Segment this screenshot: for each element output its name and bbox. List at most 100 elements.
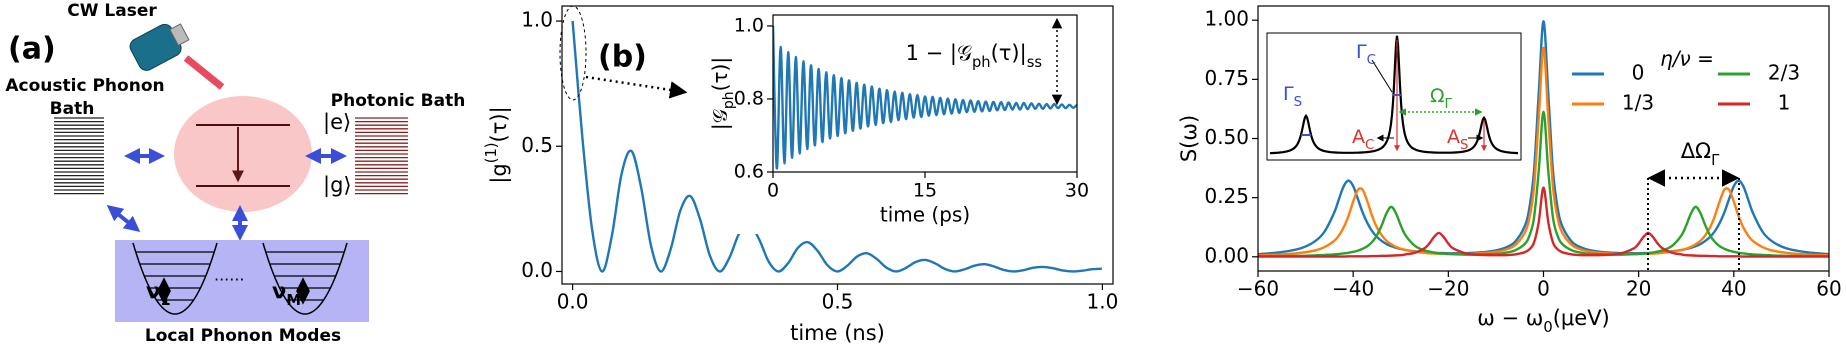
panel-label: (a) [8, 32, 56, 67]
x-axis-label: time (ps) [880, 203, 970, 227]
state-label: |e⟩ [323, 110, 351, 135]
subscript: 1 [160, 292, 170, 309]
well [132, 242, 218, 315]
x-tick-label: 0 [1537, 277, 1550, 301]
line [1258, 110, 1829, 258]
text-part: |𝒢 [708, 109, 732, 130]
bath-label: Photonic Bath [331, 91, 466, 111]
line [773, 25, 1077, 170]
y-tick-label: 0.6 [734, 161, 764, 183]
text-part: Γ [1356, 41, 1367, 63]
line [1258, 46, 1829, 257]
text-part: ΔΩ [1681, 139, 1711, 163]
mode-label: ν1 [146, 279, 171, 309]
plot-area [571, 20, 1102, 273]
y-tick-label: 0.25 [1204, 184, 1249, 208]
y-tick-label: 0.00 [1204, 243, 1249, 267]
state-label: |g⟩ [323, 173, 352, 198]
schematic-spectrum [1269, 35, 1518, 155]
y-axis-label: |𝒢ph(τ)| [708, 57, 738, 130]
panel-a: (a) CW Laser |e⟩ |g⟩ Photonic Bath Acous… [5, 1, 465, 344]
subscript: 0 [1543, 319, 1552, 336]
legend-title: η/ν = [1660, 47, 1714, 71]
photonic-bath [355, 117, 408, 195]
axes-frame [1257, 5, 1830, 272]
annotation: ΔΩΓ [1681, 139, 1720, 169]
x-tick-label: 0 [767, 180, 779, 202]
y-tick-label: 1.0 [734, 14, 764, 36]
text-part: (τ)| [708, 57, 732, 91]
text-part: ν [146, 279, 160, 303]
text-part: ω − ω [1477, 306, 1543, 330]
bath-label: Acoustic Phonon [5, 76, 164, 96]
axes-frame [772, 14, 1078, 173]
zoom-arrow [585, 75, 688, 99]
subscript: S [1294, 95, 1302, 110]
text-part: (τ)| [991, 41, 1027, 66]
x-tick-label: 40 [1721, 277, 1746, 301]
legend-label: 0 [1632, 61, 1645, 85]
text-part: ν [272, 279, 286, 303]
y-tick-label: 1.00 [1204, 7, 1249, 31]
plot-area [773, 25, 1077, 170]
laser-beam [183, 55, 225, 90]
phonon-wells [132, 242, 348, 315]
subscript: ss [1027, 54, 1042, 71]
coupling-arrow [106, 204, 141, 233]
x-tick-label: 30 [1065, 180, 1089, 202]
schematic-label: AC [1352, 126, 1374, 153]
dots: ...... [214, 266, 245, 285]
subscript: C [1365, 138, 1374, 153]
text-part: A [1447, 126, 1460, 148]
text-part: Ω [1430, 85, 1445, 107]
subscript: C [1367, 53, 1376, 68]
x-axis-label: time (ns) [790, 321, 885, 344]
text-part: (τ)| [487, 106, 512, 142]
schematic-label: ΓC [1356, 41, 1376, 68]
line [1258, 186, 1829, 258]
legend-label: 2/3 [1768, 61, 1800, 85]
line [571, 20, 1102, 273]
subscript: ph [972, 54, 991, 71]
well [262, 242, 348, 315]
y-axis-label: |g(1)(τ)| [483, 106, 513, 183]
emitter [174, 96, 312, 212]
text-part: 1 − |𝒢 [906, 41, 972, 66]
text-part: A [1352, 126, 1365, 148]
y-tick-label: 0.75 [1204, 66, 1249, 90]
y-tick-label: 0.50 [1204, 125, 1249, 149]
x-tick-label: −40 [1332, 277, 1374, 301]
y-tick-label: 0.8 [734, 87, 764, 109]
x-tick-label: 20 [1626, 277, 1651, 301]
line [1258, 20, 1829, 256]
text-part: Γ [1283, 83, 1294, 105]
schematic-label: ΩΓ [1430, 85, 1453, 112]
annotation: 1 − |𝒢ph(τ)|ss [906, 41, 1042, 71]
y-tick-label: 0.0 [521, 258, 553, 282]
phonon-label: Local Phonon Modes [145, 326, 341, 344]
bath-label: Bath [50, 99, 95, 119]
subscript: M [286, 292, 301, 309]
y-axis-label: S(ω) [1177, 115, 1201, 162]
superscript: (1) [483, 142, 500, 163]
chart: −60 −40 −20 0 20 40 60 0.00 0.25 0.50 0.75 1.00 ω − … [1177, 5, 1842, 336]
subscript: ph [721, 91, 737, 109]
pointer [1371, 59, 1393, 93]
zoom-ellipse [559, 5, 587, 101]
laser [129, 23, 190, 71]
x-tick-label: −20 [1427, 277, 1469, 301]
x-tick-label: 0.0 [557, 290, 589, 314]
acoustic-bath [54, 117, 104, 195]
schematic-label: AS [1447, 126, 1468, 153]
subscript: S [1460, 138, 1468, 153]
subscript: Γ [1711, 152, 1720, 169]
panel-b-annotations: (b) [559, 5, 688, 101]
axes-frame [561, 5, 1114, 285]
x-tick-label: 60 [1816, 277, 1841, 301]
plot-area [1258, 20, 1829, 258]
